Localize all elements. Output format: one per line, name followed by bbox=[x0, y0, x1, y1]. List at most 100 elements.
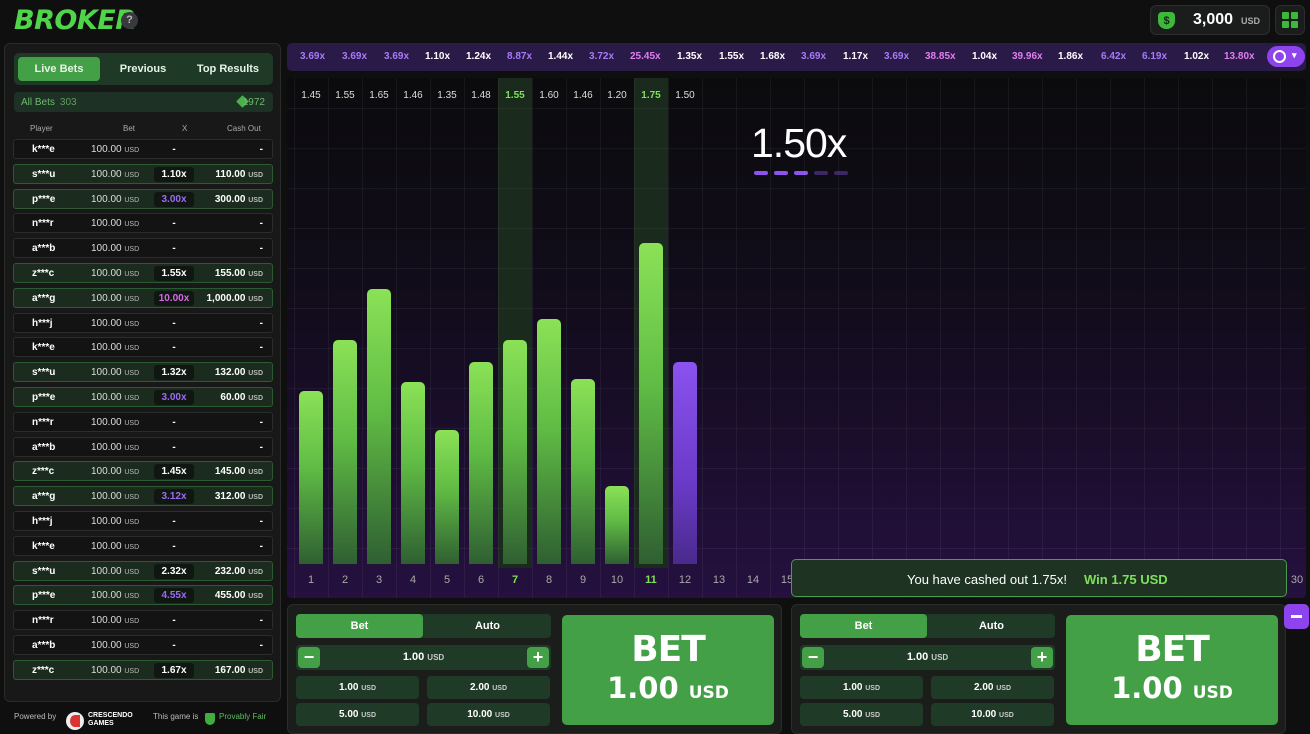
cashout-value: 60.00 USD bbox=[220, 392, 263, 403]
bet-value: 100.00 USD bbox=[91, 466, 140, 478]
tab-bet[interactable]: Bet bbox=[800, 614, 927, 638]
tab-top-results[interactable]: Top Results bbox=[196, 63, 260, 75]
tab-bet[interactable]: Bet bbox=[296, 614, 423, 638]
grid-line bbox=[287, 148, 1306, 149]
history-multiplier: 3.69x bbox=[384, 51, 410, 62]
grid-line bbox=[1144, 78, 1145, 598]
all-bets-total: 1972 bbox=[242, 97, 265, 108]
bet-value: 100.00 USD bbox=[91, 342, 140, 354]
x-tick-label: 14 bbox=[746, 574, 760, 586]
bet-row: a***g 100.00 USD 10.00x 1,000.00 USD bbox=[13, 287, 273, 308]
remove-panel-button[interactable] bbox=[1284, 604, 1309, 629]
bar-value-label: 1.48 bbox=[471, 90, 491, 101]
grid-line bbox=[1212, 78, 1213, 598]
bet-value: 100.00 USD bbox=[91, 491, 140, 503]
grid-line bbox=[430, 78, 431, 598]
balance-box: $ 3,000 USD bbox=[1150, 5, 1270, 35]
plus-icon[interactable]: + bbox=[1031, 647, 1053, 668]
cashout-value: 145.00 USD bbox=[214, 466, 263, 478]
cashout-multiplier: - bbox=[172, 441, 176, 453]
player-name: k***e bbox=[32, 540, 55, 552]
grid-line bbox=[294, 78, 295, 598]
history-multiplier: 3.69x bbox=[884, 51, 910, 62]
chart-bar bbox=[299, 391, 323, 564]
bet-row: z***c 100.00 USD 1.45x 145.00 USD bbox=[13, 461, 273, 482]
player-name: z***c bbox=[32, 466, 55, 478]
player-name: n***r bbox=[32, 218, 54, 230]
place-bet-button[interactable]: BET 1.00 USD bbox=[1066, 615, 1278, 725]
cashout-multiplier: 2.32x bbox=[154, 563, 194, 579]
x-tick-label: 11 bbox=[645, 574, 657, 586]
bet-value: 100.00 USD bbox=[91, 416, 140, 428]
cashout-value: - bbox=[259, 516, 263, 527]
quick-amount-button[interactable]: 1.00 USD bbox=[800, 676, 923, 699]
cashout-value: - bbox=[259, 441, 263, 453]
crescendo-logo-icon bbox=[66, 712, 84, 730]
powered-by: Powered by bbox=[14, 712, 57, 721]
bet-row: s***u 100.00 USD 1.10x 110.00 USD bbox=[13, 163, 273, 184]
quick-amount-button[interactable]: 1.00 USD bbox=[296, 676, 419, 699]
player-name: a***b bbox=[32, 243, 56, 255]
quick-amount-button[interactable]: 2.00 USD bbox=[931, 676, 1054, 699]
chart-bar bbox=[469, 362, 493, 564]
quick-amount-button[interactable]: 5.00 USD bbox=[800, 703, 923, 726]
quick-amount-button[interactable]: 10.00 USD bbox=[931, 703, 1054, 726]
help-icon[interactable]: ? bbox=[121, 12, 138, 29]
place-bet-button[interactable]: BET 1.00 USD bbox=[562, 615, 774, 725]
grid-line bbox=[872, 78, 873, 598]
cashout-value: 232.00 USD bbox=[214, 565, 263, 577]
bet-value: 100.00 USD bbox=[91, 144, 140, 155]
x-tick-label: 30 bbox=[1290, 574, 1304, 586]
bet-amount-stepper[interactable]: − 1.00 USD + bbox=[296, 645, 551, 670]
tab-auto[interactable]: Auto bbox=[978, 620, 1005, 632]
history-multiplier: 1.02x bbox=[1184, 51, 1210, 62]
cashout-value: 132.00 USD bbox=[214, 367, 263, 379]
player-name: p***e bbox=[32, 392, 56, 403]
bet-value: 100.00 USD bbox=[91, 615, 140, 627]
bet-value: 100.00 USD bbox=[91, 243, 140, 255]
x-tick-label: 3 bbox=[375, 574, 383, 586]
provably-fair-link[interactable]: Provably Fair bbox=[219, 712, 267, 721]
cashout-value: - bbox=[259, 317, 263, 329]
plus-icon[interactable]: + bbox=[527, 647, 549, 668]
grid-line bbox=[804, 78, 805, 598]
history-multiplier: 1.55x bbox=[719, 51, 745, 62]
all-bets-bar: All Bets 303 1972 bbox=[14, 92, 273, 112]
chart-bar bbox=[639, 243, 663, 564]
quick-amount-button[interactable]: 5.00 USD bbox=[296, 703, 419, 726]
minus-icon[interactable]: − bbox=[802, 647, 824, 668]
chart-bar bbox=[605, 486, 629, 564]
broker-logo: BROKER bbox=[14, 5, 136, 36]
bet-value: 100.00 USD bbox=[91, 640, 140, 651]
grid-line bbox=[287, 348, 1306, 349]
tab-auto[interactable]: Auto bbox=[474, 620, 501, 632]
quick-amount-button[interactable]: 2.00 USD bbox=[427, 676, 550, 699]
bet-value: 100.00 USD bbox=[91, 367, 140, 379]
menu-grid-icon[interactable] bbox=[1275, 5, 1305, 35]
x-tick-label: 15 bbox=[780, 574, 794, 586]
tab-live-bets[interactable]: Live Bets bbox=[18, 57, 100, 81]
minus-icon[interactable]: − bbox=[298, 647, 320, 668]
player-name: h***j bbox=[32, 516, 53, 527]
x-tick-label: 6 bbox=[477, 574, 485, 586]
cashout-value: 167.00 USD bbox=[214, 664, 263, 676]
game-chart: 1.50x 1.45 1.55 1.65 1.46 1.35 1.48 1.55 1.60 1.… bbox=[287, 78, 1306, 598]
quick-amount-button[interactable]: 10.00 USD bbox=[427, 703, 550, 726]
history-multiplier: 8.87x bbox=[507, 51, 533, 62]
player-name: p***e bbox=[32, 193, 56, 205]
grid-line bbox=[634, 78, 635, 598]
grid-line bbox=[287, 508, 1306, 509]
progress-dash bbox=[814, 171, 828, 175]
history-toggle-button[interactable]: ▾ bbox=[1267, 46, 1305, 67]
player-name: a***b bbox=[32, 640, 56, 651]
grid-line bbox=[668, 78, 669, 598]
bet-amount-stepper[interactable]: − 1.00 USD + bbox=[800, 645, 1055, 670]
tab-previous[interactable]: Previous bbox=[119, 63, 167, 75]
bet-row: k***e 100.00 USD - - bbox=[13, 535, 273, 556]
grid-line bbox=[566, 78, 567, 598]
bet-row: n***r 100.00 USD - - bbox=[13, 610, 273, 631]
cashout-value: - bbox=[259, 540, 263, 552]
grid-line bbox=[287, 188, 1306, 189]
progress-dash bbox=[834, 171, 848, 175]
